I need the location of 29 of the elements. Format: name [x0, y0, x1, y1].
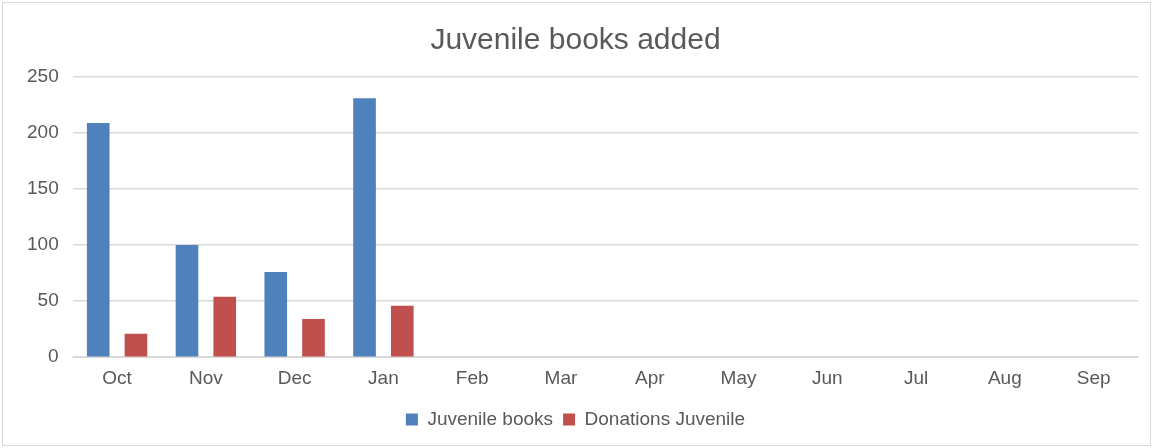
chart-title: Juvenile books added: [430, 22, 721, 56]
y-tick-label: 50: [37, 289, 59, 311]
y-tick-label: 250: [27, 65, 59, 87]
x-tick-label: Feb: [455, 366, 489, 388]
y-tick-label: 0: [48, 345, 59, 367]
bar: [124, 333, 148, 357]
bar: [175, 245, 199, 357]
bar: [353, 98, 376, 357]
x-tick-label: Jan: [368, 366, 399, 388]
x-tick-label: Dec: [277, 366, 312, 388]
bar: [302, 319, 325, 357]
legend-label: Donations Juvenile: [584, 407, 746, 429]
legend-label: Juvenile books: [427, 407, 554, 429]
y-tick-label: 200: [27, 121, 59, 143]
y-tick-label: 100: [27, 233, 59, 255]
x-tick-label: Jun: [811, 366, 843, 388]
x-tick-label: Aug: [987, 366, 1022, 388]
x-tick-label: Mar: [544, 366, 578, 388]
bar: [213, 296, 237, 357]
bar: [390, 305, 414, 357]
x-tick-label: Jul: [903, 366, 929, 388]
bar: [86, 122, 110, 357]
x-tick-label: Oct: [102, 366, 133, 388]
x-tick-label: Apr: [634, 366, 666, 388]
y-tick-label: 150: [27, 177, 59, 199]
x-tick-label: Nov: [188, 366, 224, 388]
bar: [264, 272, 288, 357]
x-tick-label: May: [720, 366, 757, 388]
x-tick-label: Sep: [1076, 366, 1111, 388]
